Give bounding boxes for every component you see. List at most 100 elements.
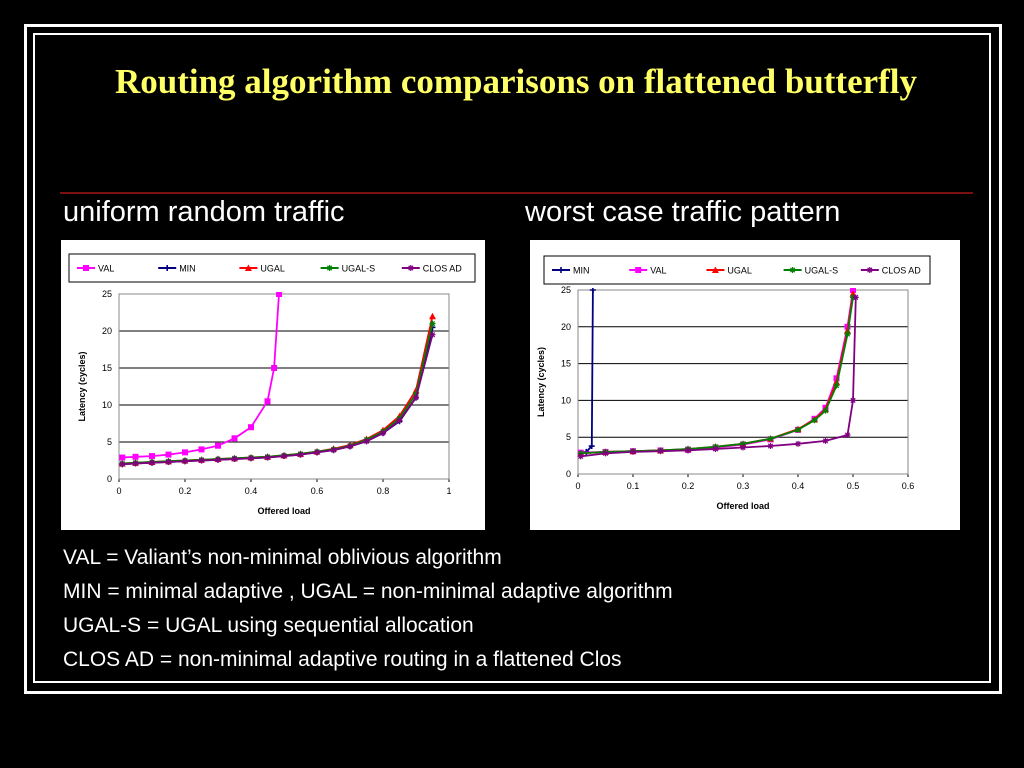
uniform-xtick-label: 0 — [116, 486, 121, 496]
uniform-series-ugal-s — [119, 320, 436, 467]
uniform-data-point-clos-ad — [119, 461, 126, 468]
worst-data-point-clos-ad — [822, 437, 829, 444]
worst-ytick-label: 0 — [566, 469, 571, 479]
worst-x-axis-label: Offered load — [716, 501, 769, 511]
title-divider — [60, 192, 973, 194]
definition-min-ugal: MIN = minimal adaptive , UGAL = non-mini… — [63, 580, 673, 603]
worst-plot-area — [577, 289, 909, 475]
uniform-legend-label-min: MIN — [179, 264, 196, 274]
uniform-legend-label-clos-ad: CLOS AD — [423, 264, 463, 274]
uniform-data-point-val — [276, 292, 283, 297]
uniform-legend-marker-val — [83, 265, 89, 271]
uniform-data-point-clos-ad — [182, 458, 188, 465]
uniform-data-point-val — [165, 451, 172, 458]
worst-data-point-clos-ad — [712, 445, 719, 452]
worst-legend-label-ugal: UGAL — [727, 266, 752, 276]
slide-title: Routing algorithm comparisons on flatten… — [114, 62, 918, 101]
uniform-data-point-clos-ad — [363, 438, 370, 445]
uniform-ytick-label: 20 — [102, 326, 112, 336]
worst-data-point-clos-ad — [850, 397, 856, 404]
worst-y-axis-label: Latency (cycles) — [536, 347, 546, 417]
worst-data-point-clos-ad — [844, 431, 851, 438]
uniform-ytick-label: 5 — [107, 437, 112, 447]
worst-data-point-clos-ad — [685, 447, 691, 454]
worst-xtick-label: 0.4 — [792, 481, 805, 491]
uniform-legend-marker-ugal — [244, 264, 252, 271]
uniform-ytick-label: 10 — [102, 400, 112, 410]
worst-data-point-clos-ad — [577, 453, 584, 460]
uniform-data-point-val — [248, 424, 254, 431]
uniform-data-point-clos-ad — [297, 451, 304, 458]
worst-series-line-ugal-s — [580, 297, 854, 455]
uniform-data-point-ugal — [429, 312, 436, 320]
uniform-data-point-clos-ad — [281, 453, 287, 460]
uniform-series-val — [119, 292, 283, 461]
worst-data-point-ugal-s — [767, 435, 774, 442]
uniform-data-point-clos-ad — [314, 449, 320, 456]
worst-legend-label-val: VAL — [650, 266, 666, 276]
worst-data-point-clos-ad — [795, 440, 801, 447]
subtitle-worst-case: worst case traffic pattern — [525, 196, 841, 228]
definitions-list: VAL = Valiant’s non-minimal oblivious al… — [63, 541, 673, 677]
uniform-legend-marker-min — [164, 265, 171, 271]
uniform-series-line-ugal — [122, 316, 434, 465]
uniform-series-min — [119, 324, 436, 468]
uniform-plot-area — [118, 293, 450, 480]
uniform-data-point-clos-ad — [330, 447, 337, 454]
uniform-y-axis-label: Latency (cycles) — [77, 351, 87, 421]
uniform-xtick-label: 0.6 — [311, 486, 324, 496]
uniform-series-ugal — [118, 312, 436, 467]
worst-series-min — [577, 288, 596, 457]
uniform-data-point-clos-ad — [132, 460, 139, 467]
worst-legend-label-ugal-s: UGAL-S — [805, 266, 839, 276]
worst-xtick-label: 0.5 — [847, 481, 860, 491]
uniform-xtick-label: 0.8 — [377, 486, 390, 496]
chart-worst-case-svg: 0 5 10 15 20 25 0 0.1 0.2 0.3 0.4 0.5 0.6 Offered loa… — [536, 255, 931, 511]
uniform-data-point-val — [271, 365, 278, 371]
uniform-data-point-val — [182, 449, 188, 456]
uniform-data-point-clos-ad — [165, 458, 172, 465]
uniform-data-point-clos-ad — [380, 430, 386, 437]
worst-data-point-clos-ad — [767, 443, 774, 450]
worst-series-clos-ad — [577, 294, 859, 460]
uniform-series-line-ugal-s — [122, 323, 434, 465]
worst-data-point-clos-ad — [852, 294, 859, 301]
uniform-ytick-label: 0 — [107, 474, 112, 484]
worst-series-ugal-s — [577, 294, 856, 457]
slide-frame-outer — [24, 24, 1002, 694]
worst-legend-marker-min — [558, 267, 564, 273]
worst-data-point-clos-ad — [657, 448, 664, 455]
uniform-data-point-val — [231, 435, 238, 442]
uniform-xtick-label: 0.4 — [245, 486, 258, 496]
slide-frame-inner — [33, 33, 991, 683]
uniform-series-line-clos-ad — [122, 334, 434, 466]
chart-uniform-random: 0 5 10 15 20 25 0 0.2 0.4 0.6 0.8 1 Offered load Late… — [61, 240, 485, 530]
chart-uniform-random-svg: 0 5 10 15 20 25 0 0.2 0.4 0.6 0.8 1 Offered load Late… — [68, 253, 476, 516]
uniform-series-line-val — [122, 293, 280, 459]
worst-legend-box — [543, 255, 931, 285]
definition-val: VAL = Valiant’s non-minimal oblivious al… — [63, 546, 502, 569]
worst-series-line-min — [580, 289, 594, 455]
uniform-series-line-min — [122, 327, 434, 466]
worst-data-point-ugal-s — [811, 417, 818, 424]
worst-series-line-ugal — [580, 293, 854, 455]
uniform-data-point-clos-ad — [149, 459, 155, 466]
uniform-legend-label-val: VAL — [98, 264, 114, 274]
worst-series-ugal — [577, 290, 857, 457]
uniform-xtick-label: 0.2 — [179, 486, 192, 496]
worst-legend-marker-ugal — [711, 266, 719, 273]
worst-ytick-label: 25 — [561, 285, 571, 295]
worst-ytick-label: 10 — [561, 395, 571, 405]
uniform-ytick-label: 15 — [102, 363, 112, 373]
chart-worst-case: 0 5 10 15 20 25 0 0.1 0.2 0.3 0.4 0.5 0.6 Offered loa… — [530, 240, 960, 530]
uniform-data-point-clos-ad — [248, 455, 254, 462]
worst-legend-marker-val — [635, 267, 642, 273]
definition-clos-ad: CLOS AD = non-minimal adaptive routing i… — [63, 648, 622, 671]
worst-data-point-ugal-s — [844, 331, 851, 338]
uniform-data-point-clos-ad — [429, 331, 436, 338]
uniform-data-point-clos-ad — [347, 443, 353, 450]
uniform-series-clos-ad — [119, 331, 436, 468]
uniform-data-point-clos-ad — [215, 456, 221, 463]
worst-data-point-min — [588, 443, 595, 450]
worst-series-line-clos-ad — [580, 297, 857, 458]
